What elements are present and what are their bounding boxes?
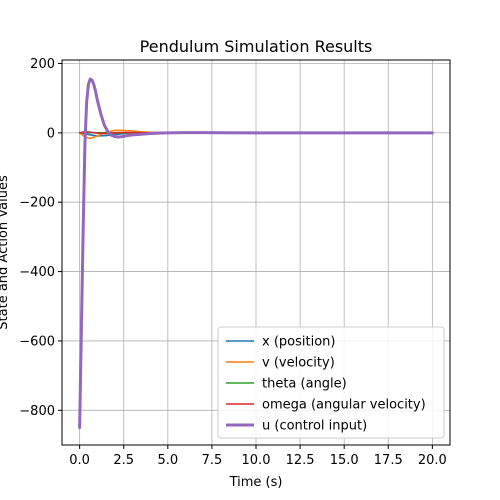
x-tick-label: 17.5 [374,453,403,468]
x-tick-label: 12.5 [286,453,315,468]
y-tick-label: −200 [19,196,55,211]
legend-frame [217,326,445,439]
x-axis-label: Time (s) [229,475,283,490]
x-axis: 0.0 2.5 5.0 7.5 10.0 12.5 15.0 17.5 20.0 [69,445,447,468]
y-axis: −800 −600 −400 −200 0 200 [19,57,62,419]
series-lines [78,77,434,430]
x-tick-label: 0.0 [69,453,90,468]
legend-label: x (position) [262,335,335,350]
x-tick-label: 20.0 [418,453,447,468]
series-line-4 [78,77,434,430]
y-tick-label: −400 [19,265,55,280]
legend-label: v (velocity) [262,356,335,371]
legend: x (position) v (velocity) theta (angle) ome… [217,326,445,439]
chart-title: Pendulum Simulation Results [140,37,373,56]
x-tick-label: 10.0 [242,453,271,468]
x-tick-label: 15.0 [330,453,359,468]
x-tick-label: 7.5 [202,453,223,468]
y-tick-label: 200 [30,57,55,72]
y-axis-label: State and Action Values [0,175,11,330]
legend-label: theta (angle) [262,377,347,392]
y-tick-label: −600 [19,334,55,349]
legend-label: omega (angular velocity) [262,398,426,413]
y-tick-label: 0 [47,126,55,141]
y-tick-label: −800 [19,404,55,419]
x-tick-label: 2.5 [113,453,134,468]
legend-label: u (control input) [262,419,367,434]
x-tick-label: 5.0 [157,453,178,468]
